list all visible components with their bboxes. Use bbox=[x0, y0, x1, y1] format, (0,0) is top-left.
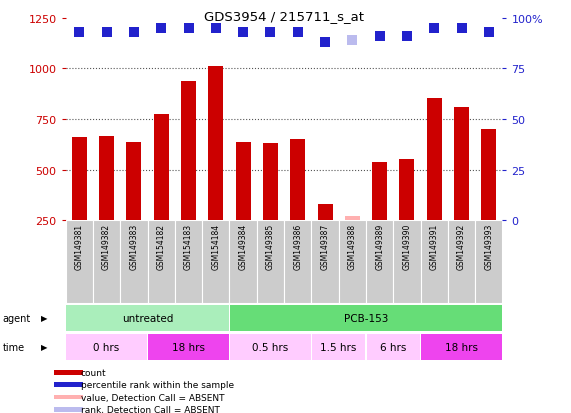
Bar bbox=[54, 407, 83, 412]
FancyBboxPatch shape bbox=[148, 334, 229, 360]
Text: GSM154184: GSM154184 bbox=[211, 223, 220, 269]
FancyBboxPatch shape bbox=[311, 221, 339, 304]
Point bbox=[266, 29, 275, 36]
FancyBboxPatch shape bbox=[230, 305, 502, 331]
Point bbox=[102, 29, 111, 36]
Text: GSM149392: GSM149392 bbox=[457, 223, 466, 270]
FancyBboxPatch shape bbox=[175, 221, 202, 304]
Bar bbox=[290, 140, 305, 221]
FancyBboxPatch shape bbox=[66, 334, 147, 360]
Text: GSM154182: GSM154182 bbox=[156, 223, 166, 269]
FancyBboxPatch shape bbox=[393, 221, 421, 304]
FancyBboxPatch shape bbox=[93, 221, 120, 304]
Bar bbox=[481, 130, 496, 221]
Text: untreated: untreated bbox=[122, 313, 173, 323]
Bar bbox=[454, 108, 469, 221]
Text: GSM149381: GSM149381 bbox=[75, 223, 84, 269]
Point bbox=[429, 25, 439, 32]
Text: GSM149391: GSM149391 bbox=[430, 223, 439, 270]
Text: GSM149386: GSM149386 bbox=[293, 223, 302, 270]
Text: agent: agent bbox=[3, 313, 31, 323]
FancyBboxPatch shape bbox=[448, 221, 475, 304]
Text: 6 hrs: 6 hrs bbox=[380, 342, 407, 352]
Text: percentile rank within the sample: percentile rank within the sample bbox=[81, 380, 234, 389]
Point bbox=[348, 38, 357, 44]
FancyBboxPatch shape bbox=[66, 305, 229, 331]
Text: 0 hrs: 0 hrs bbox=[94, 342, 120, 352]
Point bbox=[457, 25, 466, 32]
FancyBboxPatch shape bbox=[120, 221, 147, 304]
Text: rank, Detection Call = ABSENT: rank, Detection Call = ABSENT bbox=[81, 405, 220, 413]
Bar bbox=[345, 217, 360, 221]
Text: ▶: ▶ bbox=[41, 342, 47, 351]
Bar bbox=[263, 144, 278, 221]
FancyBboxPatch shape bbox=[367, 334, 420, 360]
FancyBboxPatch shape bbox=[202, 221, 230, 304]
Point bbox=[239, 29, 248, 36]
Text: GSM149388: GSM149388 bbox=[348, 223, 357, 269]
FancyBboxPatch shape bbox=[257, 221, 284, 304]
Bar bbox=[126, 143, 142, 221]
Text: GSM154183: GSM154183 bbox=[184, 223, 193, 269]
Bar bbox=[72, 138, 87, 221]
FancyBboxPatch shape bbox=[366, 221, 393, 304]
Point bbox=[403, 33, 412, 40]
Bar bbox=[208, 67, 223, 221]
Text: GDS3954 / 215711_s_at: GDS3954 / 215711_s_at bbox=[204, 10, 364, 23]
FancyBboxPatch shape bbox=[421, 221, 448, 304]
Bar bbox=[400, 159, 415, 221]
Point bbox=[130, 29, 139, 36]
FancyBboxPatch shape bbox=[66, 221, 93, 304]
Bar bbox=[54, 370, 83, 375]
Point bbox=[75, 29, 84, 36]
Text: GSM149387: GSM149387 bbox=[320, 223, 329, 270]
Text: time: time bbox=[3, 342, 25, 352]
Bar bbox=[317, 205, 332, 221]
Bar bbox=[54, 395, 83, 399]
Text: 0.5 hrs: 0.5 hrs bbox=[252, 342, 288, 352]
Point bbox=[293, 29, 302, 36]
Bar bbox=[427, 99, 442, 221]
Bar bbox=[99, 137, 114, 221]
Bar bbox=[154, 115, 168, 221]
FancyBboxPatch shape bbox=[339, 221, 366, 304]
Bar bbox=[181, 81, 196, 221]
FancyBboxPatch shape bbox=[230, 221, 257, 304]
Text: 1.5 hrs: 1.5 hrs bbox=[320, 342, 357, 352]
Text: value, Detection Call = ABSENT: value, Detection Call = ABSENT bbox=[81, 393, 224, 401]
Text: GSM149390: GSM149390 bbox=[403, 223, 412, 270]
FancyBboxPatch shape bbox=[312, 334, 365, 360]
Text: PCB-153: PCB-153 bbox=[344, 313, 388, 323]
Bar bbox=[54, 382, 83, 387]
Point bbox=[156, 25, 166, 32]
Point bbox=[484, 29, 493, 36]
Bar bbox=[236, 143, 251, 221]
Point bbox=[375, 33, 384, 40]
Text: count: count bbox=[81, 368, 107, 377]
Text: GSM149385: GSM149385 bbox=[266, 223, 275, 270]
Text: ▶: ▶ bbox=[41, 313, 47, 323]
Text: 18 hrs: 18 hrs bbox=[172, 342, 205, 352]
FancyBboxPatch shape bbox=[475, 221, 502, 304]
Text: GSM149384: GSM149384 bbox=[239, 223, 248, 270]
Point bbox=[211, 25, 220, 32]
Point bbox=[320, 40, 329, 46]
FancyBboxPatch shape bbox=[284, 221, 311, 304]
FancyBboxPatch shape bbox=[230, 334, 311, 360]
Bar bbox=[372, 162, 387, 221]
FancyBboxPatch shape bbox=[147, 221, 175, 304]
Text: GSM149383: GSM149383 bbox=[130, 223, 138, 270]
Text: GSM149389: GSM149389 bbox=[375, 223, 384, 270]
Text: GSM149382: GSM149382 bbox=[102, 223, 111, 269]
Point bbox=[184, 25, 193, 32]
FancyBboxPatch shape bbox=[421, 334, 502, 360]
Text: 18 hrs: 18 hrs bbox=[445, 342, 478, 352]
Text: GSM149393: GSM149393 bbox=[484, 223, 493, 270]
